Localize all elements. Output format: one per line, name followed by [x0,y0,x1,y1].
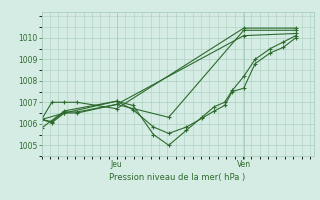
X-axis label: Pression niveau de la mer( hPa ): Pression niveau de la mer( hPa ) [109,173,246,182]
